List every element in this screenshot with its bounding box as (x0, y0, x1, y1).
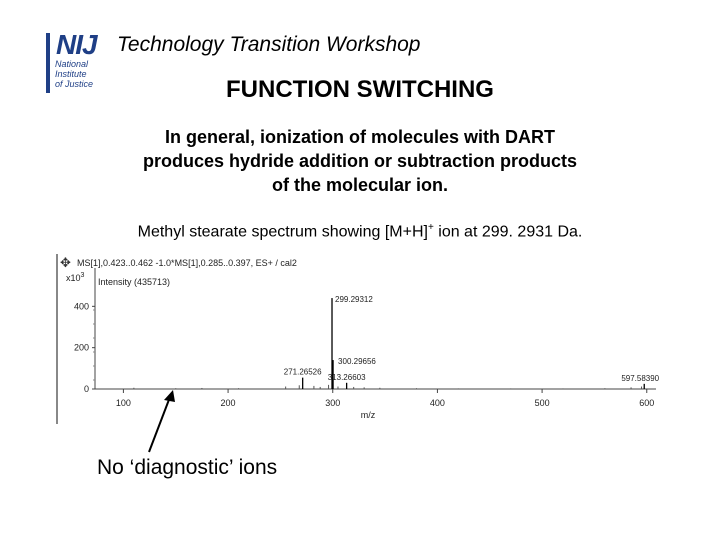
axes: 0 200 400 100 200 300 400 500 600 m/z (74, 268, 656, 420)
logo-line: Institute (55, 69, 87, 79)
slide-title: FUNCTION SWITCHING (226, 76, 494, 103)
workshop-title: Technology Transition Workshop (117, 33, 421, 56)
scale-exponent: 3 (80, 272, 85, 279)
y-tick-label: 400 (74, 301, 89, 311)
body-paragraph: In general, ionization of molecules with… (0, 125, 720, 197)
y-tick-label: 0 (84, 384, 89, 394)
spectrum-panel (56, 254, 668, 424)
peaks: 299.29312 300.29656 271.26526 313.26603 597.… (284, 295, 660, 389)
logo-bar (46, 33, 50, 93)
spectrum-header: MS[1],0.423..0.462 -1.0*MS[1],0.285..0.3… (77, 258, 297, 268)
x-tick-label: 200 (221, 398, 236, 408)
y-tick-label: 200 (74, 343, 89, 353)
annotation-arrow (148, 390, 175, 453)
noise-peaks (133, 384, 643, 389)
scale-label: x103 (66, 272, 84, 283)
x-tick-label: 500 (535, 398, 550, 408)
nij-logo: NIJ National Institute of Justice (46, 29, 108, 93)
logo-line: of Justice (55, 79, 94, 89)
peak-label: 313.26603 (328, 373, 366, 382)
logo-subtitle: National Institute of Justice (55, 59, 93, 89)
caption-suffix: ion at 299. 2931 Da. (433, 223, 583, 241)
caption-prefix: Methyl stearate spectrum showing [M+H] (137, 223, 428, 241)
peak-label: 597.58390 (621, 374, 659, 383)
x-tick-label: 100 (116, 398, 131, 408)
paragraph-line: produces hydride addition or subtraction… (142, 151, 578, 171)
peak-label: 299.29312 (335, 295, 373, 304)
x-tick-label: 400 (430, 398, 445, 408)
paragraph-line: In general, ionization of molecules with… (164, 127, 556, 147)
arrow-head (164, 390, 175, 402)
annotation-text: No ‘diagnostic’ ions (97, 456, 278, 479)
paragraph-line: of the molecular ion. (271, 175, 449, 195)
peak-label: 300.29656 (338, 357, 376, 366)
spectrum-caption: Methyl stearate spectrum showing [M+H]+ … (0, 222, 720, 241)
move-icon[interactable]: ✥ (60, 255, 71, 270)
x-tick-label: 600 (639, 398, 654, 408)
x-tick-label: 300 (325, 398, 340, 408)
intensity-label: Intensity (435713) (98, 277, 171, 287)
logo-line: National (55, 59, 89, 69)
arrow-line (148, 396, 171, 453)
logo-letters: NIJ (56, 29, 98, 60)
scale-text: x10 (66, 273, 81, 283)
caption-superscript: + (427, 222, 434, 233)
x-axis-label: m/z (361, 410, 376, 420)
peak-label: 271.26526 (284, 368, 322, 377)
